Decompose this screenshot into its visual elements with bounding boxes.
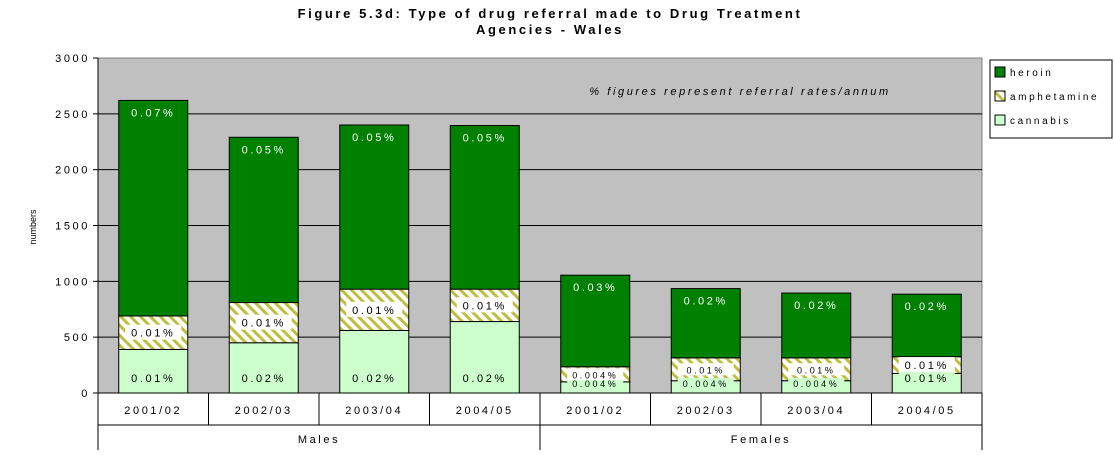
x-tick-label: 2004/05: [898, 405, 956, 417]
legend-label-heroin: heroin: [1010, 68, 1053, 79]
y-tick-label: 1000: [55, 276, 90, 288]
bar-segment-heroin: [781, 292, 852, 359]
data-label-amphetamine: 0.01%: [463, 300, 507, 312]
data-label-heroin: 0.02%: [794, 300, 838, 312]
bar-segment-heroin: [670, 288, 741, 359]
data-label-cannabis: 0.02%: [352, 373, 396, 385]
x-tick-label: 2001/02: [566, 405, 624, 417]
x-tick-label: 2004/05: [456, 405, 514, 417]
data-label-heroin: 0.05%: [242, 144, 286, 156]
data-label-amphetamine: 0.01%: [905, 360, 949, 372]
data-label-box: [346, 301, 403, 317]
data-label-box: [567, 368, 624, 381]
bar-segment-heroin: [118, 99, 189, 317]
y-tick-label: 2500: [55, 109, 90, 121]
data-label-box: [456, 297, 513, 313]
y-axis-label: numbers: [28, 209, 38, 245]
bar-segment-heroin: [228, 136, 299, 304]
legend: heroin amphetamine cannabis: [989, 59, 1113, 139]
x-tick-label: 2002/03: [677, 405, 735, 417]
data-label-cannabis: 0.02%: [242, 373, 286, 385]
data-label-amphetamine: 0.004%: [572, 370, 618, 380]
data-label-box: [567, 378, 624, 389]
x-tick-label: 2003/04: [345, 405, 403, 417]
data-label-heroin: 0.05%: [352, 132, 396, 144]
chart-title-line2: Agencies - Wales: [476, 22, 624, 37]
data-label-box: [788, 378, 845, 389]
chart-title-line1: Figure 5.3d: Type of drug referral made …: [298, 6, 803, 21]
data-label-box: [677, 378, 734, 389]
data-label-cannabis: 0.01%: [131, 373, 175, 385]
y-tick-label: 3000: [55, 53, 90, 65]
legend-swatch-heroin: [994, 66, 1006, 78]
data-label-amphetamine: 0.01%: [131, 328, 175, 340]
y-tick-label: 500: [64, 332, 90, 344]
y-tick-label: 2000: [55, 165, 90, 177]
data-label-amphetamine: 0.01%: [686, 365, 725, 375]
legend-box: [989, 59, 1113, 139]
data-label-heroin: 0.03%: [573, 282, 617, 294]
data-label-heroin: 0.05%: [463, 133, 507, 145]
data-label-box: [125, 324, 182, 340]
bar-segment-heroin: [339, 124, 410, 290]
data-label-heroin: 0.02%: [684, 296, 728, 308]
x-tick-label: 2002/03: [235, 405, 293, 417]
data-label-box: [235, 371, 292, 385]
data-label-cannabis: 0.004%: [572, 379, 618, 389]
data-label-cannabis: 0.004%: [683, 379, 729, 389]
bar-segment-cannabis: [228, 342, 299, 394]
data-label-cannabis: 0.01%: [905, 373, 949, 385]
x-tick-label: 2001/02: [124, 405, 182, 417]
data-label-box: [898, 357, 955, 373]
data-label-heroin: 0.02%: [905, 301, 949, 313]
data-label-amphetamine: 0.01%: [352, 305, 396, 317]
y-tick-label: 1500: [55, 221, 90, 233]
legend-swatch-amphetamine: [994, 90, 1006, 102]
y-tick-label: 0: [81, 388, 90, 400]
data-label-box: [346, 371, 403, 385]
x-tick-label: 2003/04: [787, 405, 845, 417]
data-label-heroin: 0.07%: [131, 107, 175, 119]
bar-segment-heroin: [560, 274, 631, 368]
data-label-box: [898, 371, 955, 385]
data-label-amphetamine: 0.01%: [242, 318, 286, 330]
data-label-cannabis: 0.004%: [793, 379, 839, 389]
chart-annotation: % figures represent referral rates/annum: [589, 86, 890, 98]
data-label-box: [788, 363, 845, 376]
bar-segment-heroin: [449, 125, 520, 290]
legend-label-cannabis: cannabis: [1010, 116, 1071, 127]
group-label: Females: [731, 434, 791, 446]
data-label-box: [677, 363, 734, 376]
data-label-box: [235, 314, 292, 330]
data-label-box: [125, 371, 182, 385]
group-label: Males: [298, 434, 340, 446]
bar-segment-heroin: [891, 293, 962, 358]
data-label-box: [456, 371, 513, 385]
data-label-cannabis: 0.02%: [463, 373, 507, 385]
legend-swatch-cannabis: [994, 114, 1006, 126]
data-label-amphetamine: 0.01%: [797, 365, 836, 375]
legend-label-amphetamine: amphetamine: [1010, 92, 1099, 103]
